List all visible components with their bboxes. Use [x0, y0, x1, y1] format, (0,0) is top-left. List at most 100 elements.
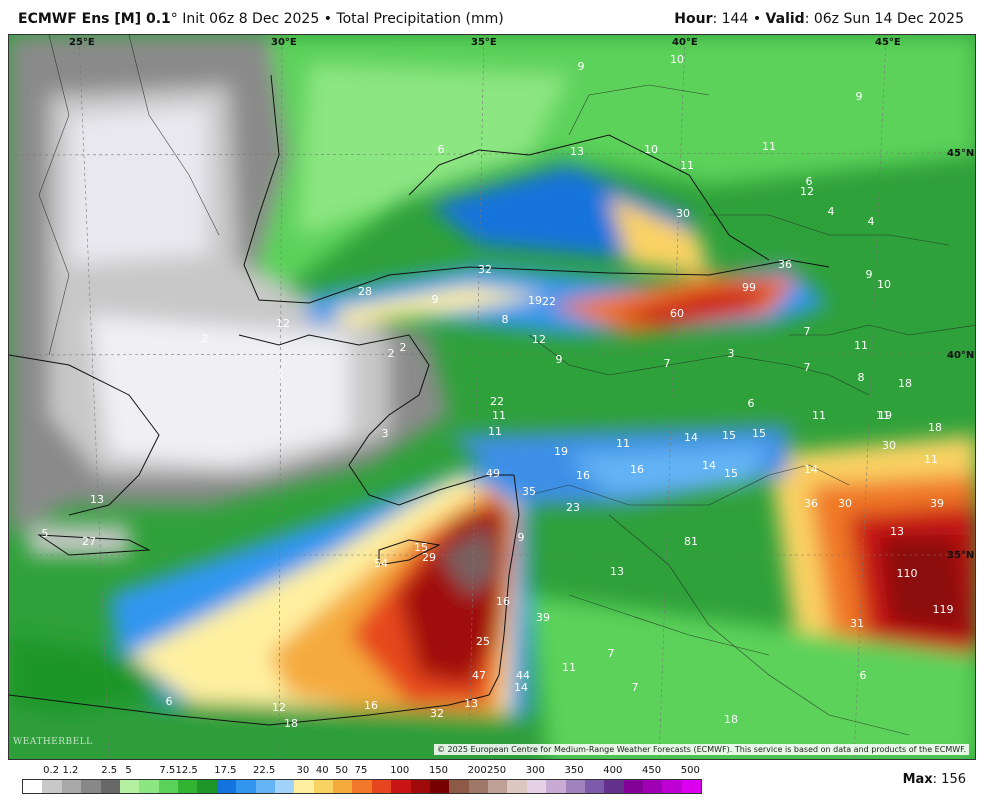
- legend-swatch: [643, 780, 663, 793]
- legend-tick-label: 400: [603, 765, 623, 776]
- precip-value-label: 39: [536, 611, 550, 624]
- legend-tick-label: 100: [390, 765, 410, 776]
- legend-tick-label: 17.5: [214, 765, 237, 776]
- precip-value-label: 60: [670, 307, 684, 320]
- precip-value-label: 110: [897, 567, 918, 580]
- precip-value-label: 15: [722, 429, 736, 442]
- legend-swatch: [604, 780, 624, 793]
- precip-value-label: 16: [576, 469, 590, 482]
- map-canvas: 25°E 30°E 35°E 40°E 45°E 45°N 40°N 35°N …: [9, 35, 975, 759]
- precip-value-label: 14: [684, 431, 698, 444]
- precip-value-label: 32: [478, 263, 492, 276]
- precip-value-label: 3: [382, 427, 389, 440]
- precip-value-label: 9: [556, 353, 563, 366]
- legend-swatch: [371, 780, 392, 793]
- legend-tick-label: 2.5: [101, 765, 118, 776]
- precip-value-label: 15: [752, 427, 766, 440]
- legend-tick-label: 50: [335, 765, 348, 776]
- precip-value-label: 12: [532, 333, 546, 346]
- precip-value-label: 39: [930, 497, 944, 510]
- precip-value-label: 11: [488, 425, 502, 438]
- precip-value-label: 9: [518, 531, 525, 544]
- precip-value-label: 81: [684, 535, 698, 548]
- precipitation-map: 25°E 30°E 35°E 40°E 45°E 45°N 40°N 35°N …: [8, 34, 976, 760]
- legend-tick-label: 150: [428, 765, 449, 776]
- legend-swatch: [236, 780, 256, 793]
- precip-value-label: 12: [800, 185, 814, 198]
- grid-label: 25°E: [69, 37, 95, 48]
- precip-value-label: 18: [724, 713, 738, 726]
- legend-swatch: [565, 780, 585, 793]
- precip-value-label: 7: [804, 361, 811, 374]
- precip-value-label: 47: [472, 669, 486, 682]
- grid-label: 35°E: [471, 37, 497, 48]
- precip-value-label: 8: [502, 313, 509, 326]
- precip-value-label: 30: [676, 207, 690, 220]
- precip-value-label: 18: [928, 421, 942, 434]
- map-title: ECMWF Ens [M] 0.1° Init 06z 8 Dec 2025 •…: [18, 11, 504, 27]
- legend-swatch: [546, 780, 566, 793]
- precip-value-label: 13: [90, 493, 104, 506]
- grid-label: 45°E: [875, 37, 901, 48]
- precip-value-label: 23: [566, 501, 580, 514]
- legend-tick-label: 40: [315, 765, 329, 776]
- legend-swatch: [42, 780, 62, 793]
- legend-tick-label: 12.5: [175, 765, 198, 776]
- legend-tick-label: 1.2: [62, 765, 79, 776]
- precip-value-label: 11: [492, 409, 506, 422]
- precip-value-label: 18: [898, 377, 912, 390]
- legend-swatch: [216, 780, 237, 793]
- precip-value-label: 11: [762, 140, 776, 153]
- precip-value-label: 119: [933, 603, 954, 616]
- precip-value-label: 54: [374, 557, 388, 570]
- precip-value-label: 11: [924, 453, 938, 466]
- precip-value-label: 22: [542, 295, 556, 308]
- precip-value-label: 12: [272, 701, 286, 714]
- legend-swatch: [313, 780, 333, 793]
- separator-2: •: [752, 11, 762, 27]
- grid-label: 40°N: [947, 350, 974, 361]
- precip-value-label: 13: [570, 145, 584, 158]
- precip-value-label: 32: [430, 707, 444, 720]
- color-legend: 0.2 1.2 2.5 5 7.5 12.5 17.5 22.5 30 40 50 75 100 150 2…: [22, 765, 702, 795]
- precip-value-label: 30: [882, 439, 896, 452]
- precip-value-label: 14: [804, 463, 818, 476]
- precip-value-label: 16: [364, 699, 378, 712]
- legend-swatch: [410, 780, 430, 793]
- precip-value-label: 15: [414, 541, 428, 554]
- precip-value-label: 6: [860, 669, 867, 682]
- precip-value-label: 7: [664, 357, 671, 370]
- precip-value-label: 10: [877, 278, 891, 291]
- precip-value-label: 11: [562, 661, 576, 674]
- legend-swatch: [178, 780, 198, 793]
- model-name: ECMWF Ens [M] 0.1: [18, 11, 171, 27]
- precip-value-label: 27: [82, 535, 96, 548]
- legend-swatch: [623, 780, 643, 793]
- valid-label: Valid: [765, 11, 805, 27]
- precip-value-label: 19: [528, 294, 542, 307]
- precip-value-label: 16: [496, 595, 510, 608]
- legend-tick-label: 450: [642, 765, 662, 776]
- legend-swatch: [255, 780, 275, 793]
- legend-swatch: [294, 780, 314, 793]
- legend-swatch: [488, 780, 508, 793]
- legend-swatch: [662, 780, 682, 793]
- field-name: Total Precipitation (mm): [336, 11, 504, 27]
- graticule: [9, 35, 975, 759]
- precip-value-label: 36: [778, 258, 792, 271]
- legend-swatch: [681, 780, 702, 793]
- legend-swatch: [352, 780, 372, 793]
- header: ECMWF Ens [M] 0.1° Init 06z 8 Dec 2025 •…: [0, 0, 984, 34]
- legend-tick-label: 500: [680, 765, 700, 776]
- precip-value-label: 44: [516, 669, 530, 682]
- precip-value-label: 36: [804, 497, 818, 510]
- coastlines: [9, 74, 830, 726]
- precip-value-label: 9: [866, 268, 873, 281]
- legend-swatch: [81, 780, 101, 793]
- precip-value-label: 13: [890, 525, 904, 538]
- precip-value-label: 22: [490, 395, 504, 408]
- precip-value-label: 11: [680, 159, 694, 172]
- valid-time-info: Hour: 144 • Valid: 06z Sun 14 Dec 2025: [674, 11, 964, 27]
- precip-value-label: 14: [702, 459, 716, 472]
- precip-value-label: 29: [422, 551, 436, 564]
